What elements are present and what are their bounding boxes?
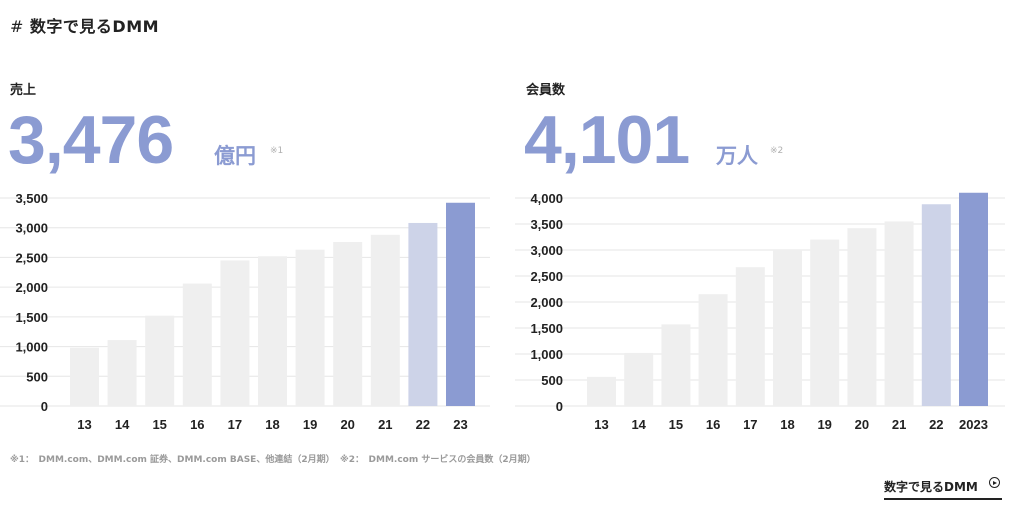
members-note-mark: ※2: [770, 146, 784, 156]
section-title: # 数字で見るDMM: [10, 13, 159, 37]
x-tick-label: 20: [855, 417, 869, 432]
x-tick-label: 18: [265, 417, 279, 432]
x-tick-label: 19: [303, 417, 317, 432]
y-tick-label: 1,500: [530, 321, 563, 336]
bar-19: [810, 239, 840, 406]
y-tick-label: 4,000: [530, 191, 563, 206]
y-tick-label: 500: [26, 369, 48, 384]
y-tick-label: 500: [541, 373, 563, 388]
y-tick-label: 0: [41, 399, 48, 414]
hash-icon: #: [10, 17, 24, 36]
y-tick-label: 3,500: [15, 191, 48, 206]
bar-21: [884, 221, 914, 406]
bar-21: [370, 234, 400, 406]
bar-2023: [959, 192, 988, 406]
bar-22: [408, 222, 438, 406]
x-tick-label: 22: [416, 417, 430, 432]
x-tick-label: 18: [780, 417, 794, 432]
bar-19: [295, 249, 325, 406]
y-tick-label: 1,000: [530, 347, 563, 362]
bar-18: [773, 250, 802, 406]
x-tick-label: 22: [929, 417, 943, 432]
bar-17: [735, 267, 765, 406]
x-tick-label: 17: [743, 417, 757, 432]
x-tick-label: 15: [669, 417, 683, 432]
sales-label: 売上: [10, 83, 37, 98]
sales-chart: 0 500 1,000 1,500 2,000 2,500 3,000 3,500 13 14 15…: [0, 191, 490, 432]
members-label: 会員数: [526, 83, 566, 98]
x-tick-label: 17: [228, 417, 242, 432]
x-tick-label: 16: [190, 417, 204, 432]
bar-13: [587, 376, 616, 406]
numbers-link-label: 数字で見るDMM: [884, 480, 978, 494]
bar-16: [182, 283, 212, 406]
bar-22: [921, 204, 951, 406]
x-tick-label: 23: [453, 417, 467, 432]
x-tick-label: 13: [594, 417, 608, 432]
x-tick-label: 14: [115, 417, 130, 432]
bar-13: [70, 347, 99, 406]
members-value: 4,101: [524, 102, 690, 178]
bar-14: [107, 340, 137, 406]
bar-23: [446, 202, 475, 406]
sales-note-mark: ※1: [270, 146, 284, 156]
y-tick-label: 1,500: [15, 310, 48, 325]
x-tick-label: 20: [340, 417, 354, 432]
members-unit: 万人: [716, 144, 758, 168]
x-tick-label: 14: [631, 417, 646, 432]
bar-14: [624, 352, 654, 406]
x-tick-label: 13: [77, 417, 91, 432]
x-tick-label: 16: [706, 417, 720, 432]
bar-15: [661, 324, 691, 406]
y-tick-label: 2,500: [530, 269, 563, 284]
footnote-2: ※2： DMM.com サービスの会員数（2月期）: [340, 455, 536, 465]
y-tick-label: 3,000: [15, 221, 48, 236]
members-chart: 0 500 1,000 1,500 2,000 2,500 3,000 3,500 4,000 1…: [515, 191, 1005, 432]
x-tick-label: 15: [152, 417, 166, 432]
y-tick-label: 3,000: [530, 243, 563, 258]
y-tick-label: 2,500: [15, 250, 48, 265]
bar-17: [220, 260, 250, 406]
bar-20: [333, 241, 363, 406]
bar-16: [698, 294, 728, 406]
numbers-link[interactable]: 数字で見るDMM: [884, 476, 1002, 500]
x-tick-label: 21: [892, 417, 906, 432]
y-tick-label: 2,000: [530, 295, 563, 310]
bar-18: [258, 256, 287, 406]
sales-value: 3,476: [8, 102, 174, 178]
x-tick-label: 19: [817, 417, 831, 432]
section-title-text: 数字で見るDMM: [29, 17, 160, 36]
circle-arrow-right-icon: [989, 477, 1000, 488]
y-tick-label: 1,000: [15, 340, 48, 355]
bar-20: [847, 228, 877, 406]
y-tick-label: 2,000: [15, 280, 48, 295]
x-tick-label: 21: [378, 417, 392, 432]
sales-unit: 億円: [214, 144, 256, 168]
footnote-1: ※1： DMM.com、DMM.com 証券、DMM.com BASE、他連結（…: [10, 455, 335, 465]
bar-15: [145, 315, 175, 406]
x-tick-label: 2023: [959, 417, 988, 432]
y-tick-label: 3,500: [530, 217, 563, 232]
y-tick-label: 0: [556, 399, 563, 414]
